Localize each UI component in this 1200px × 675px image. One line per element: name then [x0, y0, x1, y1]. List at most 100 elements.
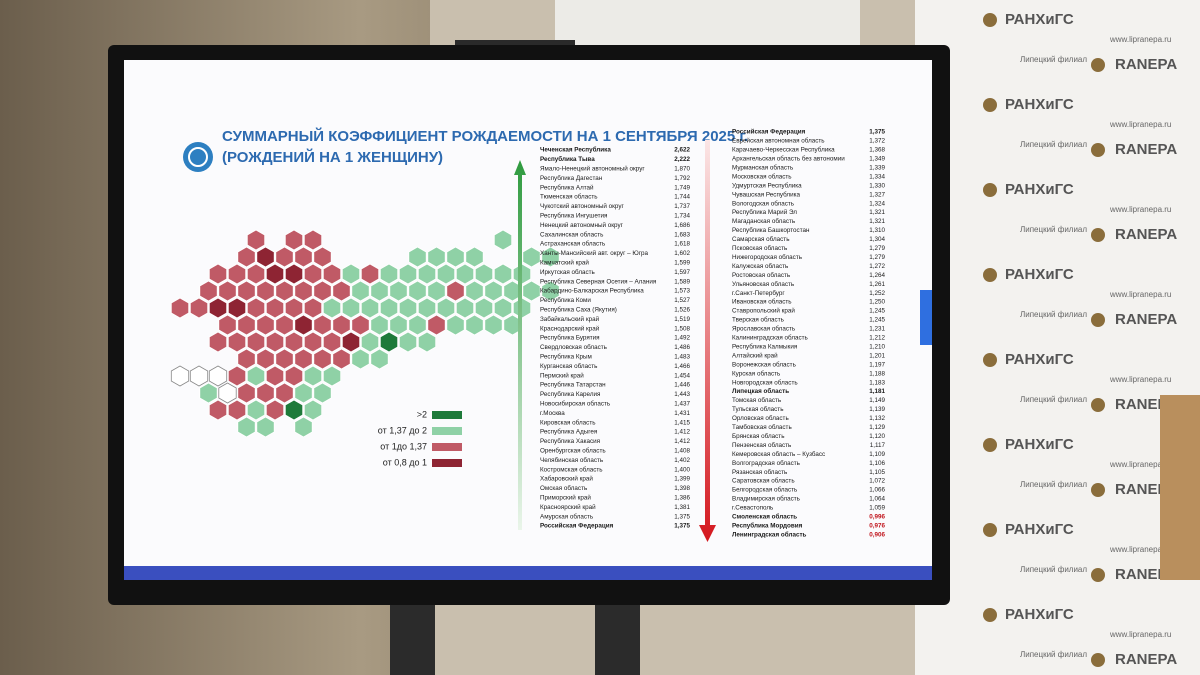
- region-value: 1,321: [869, 218, 885, 225]
- region-value: 1,486: [674, 344, 690, 351]
- hex: [227, 399, 247, 421]
- region-name: Белгородская область: [732, 486, 798, 494]
- region-name: Кировская область: [540, 418, 596, 426]
- logo-text: RANEPA: [1115, 56, 1177, 73]
- hex: [199, 382, 218, 404]
- region-name: Чувашская Республика: [732, 190, 800, 198]
- region-value: 1,597: [674, 269, 690, 276]
- region-value: 1,197: [869, 361, 885, 368]
- region-value: 1,749: [674, 184, 690, 191]
- region-value: 1,573: [674, 288, 690, 295]
- legend-swatch: [432, 427, 462, 435]
- region-name: Рязанская область: [732, 468, 788, 476]
- region-value: 1,129: [869, 424, 885, 431]
- logo-inner: [188, 147, 208, 167]
- hex: [522, 280, 541, 302]
- hex: [417, 331, 437, 353]
- stand-leg: [595, 595, 640, 675]
- logo-text: RANEPA: [1115, 311, 1177, 328]
- legend-swatch: [432, 443, 462, 451]
- hex: [227, 331, 247, 353]
- hex: [446, 280, 465, 302]
- region-value: 1,602: [674, 250, 690, 257]
- logo-mark: [983, 98, 997, 112]
- hex: [170, 365, 190, 387]
- region-value: 1,686: [674, 222, 690, 229]
- branch-text: Липецкий филиал: [1020, 140, 1087, 149]
- hex: [465, 314, 484, 336]
- region-value: 1,368: [869, 147, 885, 154]
- hex: [294, 314, 313, 336]
- region-name: г.Севастополь: [732, 505, 774, 512]
- region-name: Республика Крым: [540, 352, 592, 360]
- region-value: 1,064: [869, 496, 885, 503]
- hex: [360, 297, 380, 319]
- hex: [256, 246, 275, 268]
- hex: [398, 297, 418, 319]
- region-name: Вологодская область: [732, 199, 795, 207]
- region-value: 1,072: [869, 478, 885, 485]
- hex: [265, 263, 285, 285]
- branch-text: Липецкий филиал: [1020, 55, 1087, 64]
- logo-text: RANEPA: [1115, 141, 1177, 158]
- region-name: Курская область: [732, 369, 781, 377]
- region-value: 1,066: [869, 487, 885, 494]
- hex: [227, 365, 247, 387]
- stand-leg: [390, 595, 435, 675]
- region-value: 1,231: [869, 326, 885, 333]
- region-value: 1,106: [869, 460, 885, 467]
- region-name: Саратовская область: [732, 477, 795, 485]
- logo-text: РАНХиГС: [1005, 96, 1074, 113]
- slide-subtitle: (РОЖДЕНИЙ НА 1 ЖЕНЩИНУ): [222, 148, 443, 166]
- legend-label: от 0,8 до 1: [383, 457, 427, 467]
- hex: [237, 382, 256, 404]
- region-value: 1,408: [674, 447, 690, 454]
- region-name: Кабардино-Балкарская Республика: [540, 287, 644, 295]
- region-name: Челябинская область: [540, 456, 604, 464]
- region-value: 1,443: [674, 391, 690, 398]
- region-name: Республика Калмыкия: [732, 342, 797, 350]
- hex: [208, 365, 228, 387]
- hex: [284, 365, 304, 387]
- hex: [398, 263, 418, 285]
- region-name: Нижегородская область: [732, 253, 803, 261]
- hex: [522, 246, 541, 268]
- region-name: Тюменская область: [540, 193, 598, 201]
- green-arrow: [514, 160, 526, 530]
- hex: [360, 331, 380, 353]
- hex: [379, 263, 399, 285]
- hex: [265, 365, 285, 387]
- region-name: Калужская область: [732, 262, 789, 270]
- region-name: Ненецкий автономный округ: [540, 221, 624, 229]
- logo: [183, 142, 213, 172]
- region-name: Липецкая область: [732, 387, 789, 395]
- branch-text: Липецкий филиал: [1020, 395, 1087, 404]
- hex: [265, 297, 285, 319]
- region-value: 1,526: [674, 306, 690, 313]
- region-name: Республика Тыва: [540, 155, 595, 163]
- region-name: Томская область: [732, 396, 782, 404]
- region-name: Республика Адыгея: [540, 428, 597, 436]
- region-name: г.Москва: [540, 410, 565, 417]
- region-name: Чеченская Республика: [540, 146, 611, 154]
- region-value: 2,222: [674, 156, 690, 163]
- region-name: Российская Федерация: [540, 522, 614, 530]
- region-value: 1,279: [869, 245, 885, 252]
- region-name: Самарская область: [732, 235, 790, 243]
- hex: [170, 297, 190, 319]
- region-value: 1,734: [674, 212, 690, 219]
- hex: [275, 348, 294, 370]
- hex: [237, 348, 256, 370]
- hex: [218, 382, 237, 404]
- hex: [493, 297, 513, 319]
- region-value: 1,483: [674, 353, 690, 360]
- region-value: 1,437: [674, 400, 690, 407]
- hex: [208, 263, 228, 285]
- hex: [275, 280, 294, 302]
- region-name: Пермский край: [540, 371, 584, 379]
- hex: [341, 297, 361, 319]
- region-name: Амурская область: [540, 512, 594, 520]
- region-name: Смоленская область: [732, 513, 797, 521]
- legend-label: >2: [417, 409, 427, 419]
- hex: [465, 280, 484, 302]
